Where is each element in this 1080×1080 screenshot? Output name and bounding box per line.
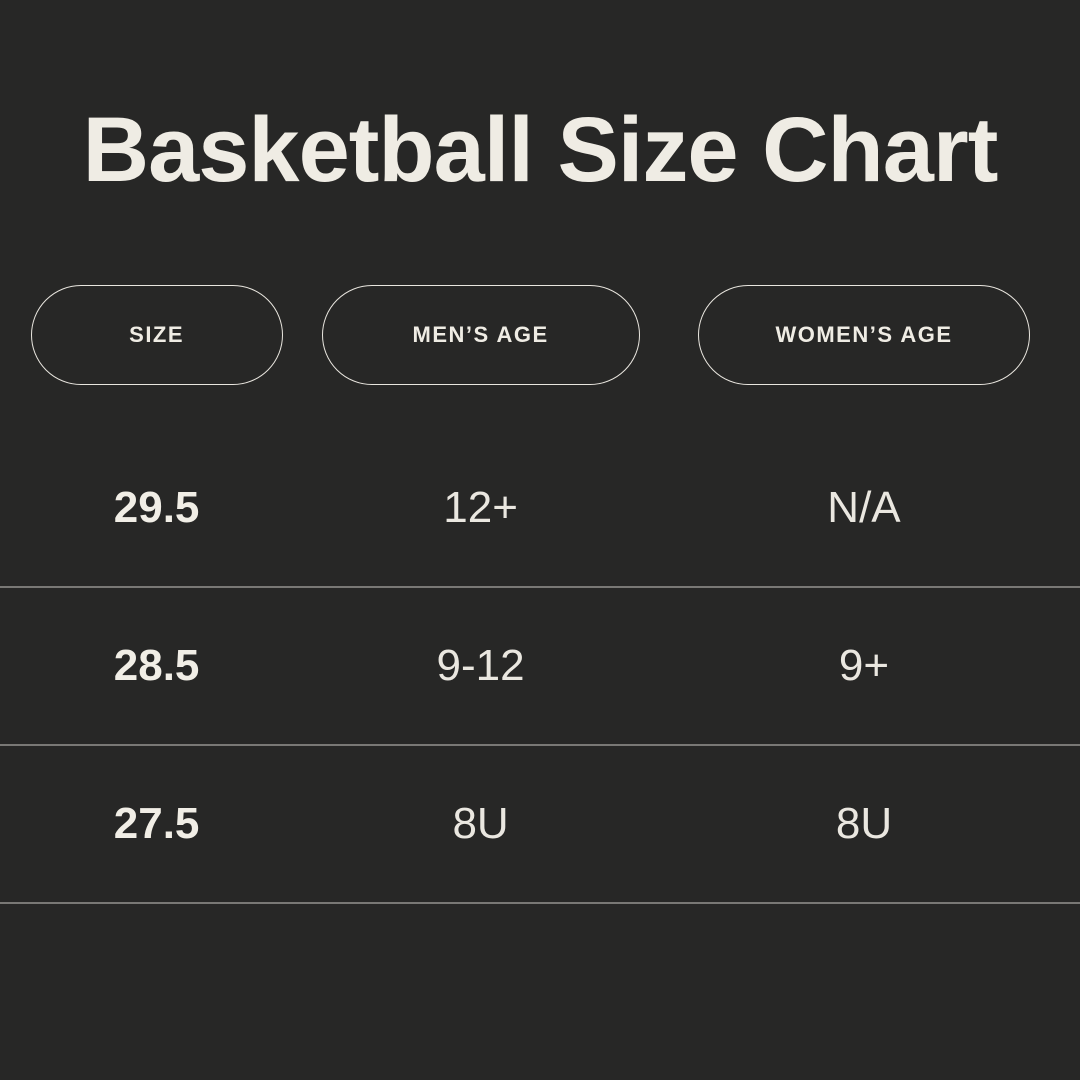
table-body: 29.5 12+ N/A 28.5 9-12 9+ 27.5 8U 8U [0, 430, 1080, 904]
column-header-pill-mens-age: MEN’S AGE [321, 285, 640, 385]
column-header-label-mens-age: MEN’S AGE [412, 322, 549, 347]
cell-mens-age: 9-12 [436, 641, 525, 690]
table-row: 29.5 12+ N/A [0, 430, 1080, 588]
table-row: 27.5 8U 8U [0, 746, 1080, 904]
cell-mens-age: 8U [452, 799, 509, 848]
column-header-label-size: SIZE [129, 322, 185, 347]
table-header-row: SIZE MEN’S AGE WOMEN’S AGE [0, 285, 1080, 385]
column-header-pill-size: SIZE [30, 285, 283, 385]
table-row: 28.5 9-12 9+ [0, 588, 1080, 746]
page-title: Basketball Size Chart [82, 99, 999, 201]
cell-womens-age: 8U [835, 799, 893, 848]
column-header-pill-womens-age: WOMEN’S AGE [697, 285, 1030, 385]
cell-womens-age: 9+ [838, 641, 890, 690]
cell-size: 27.5 [113, 799, 200, 848]
cell-size: 28.5 [113, 641, 200, 690]
cell-size: 29.5 [113, 483, 200, 532]
cell-womens-age: N/A [827, 483, 901, 532]
cell-mens-age: 12+ [443, 483, 518, 532]
column-header-label-womens-age: WOMEN’S AGE [775, 322, 953, 347]
